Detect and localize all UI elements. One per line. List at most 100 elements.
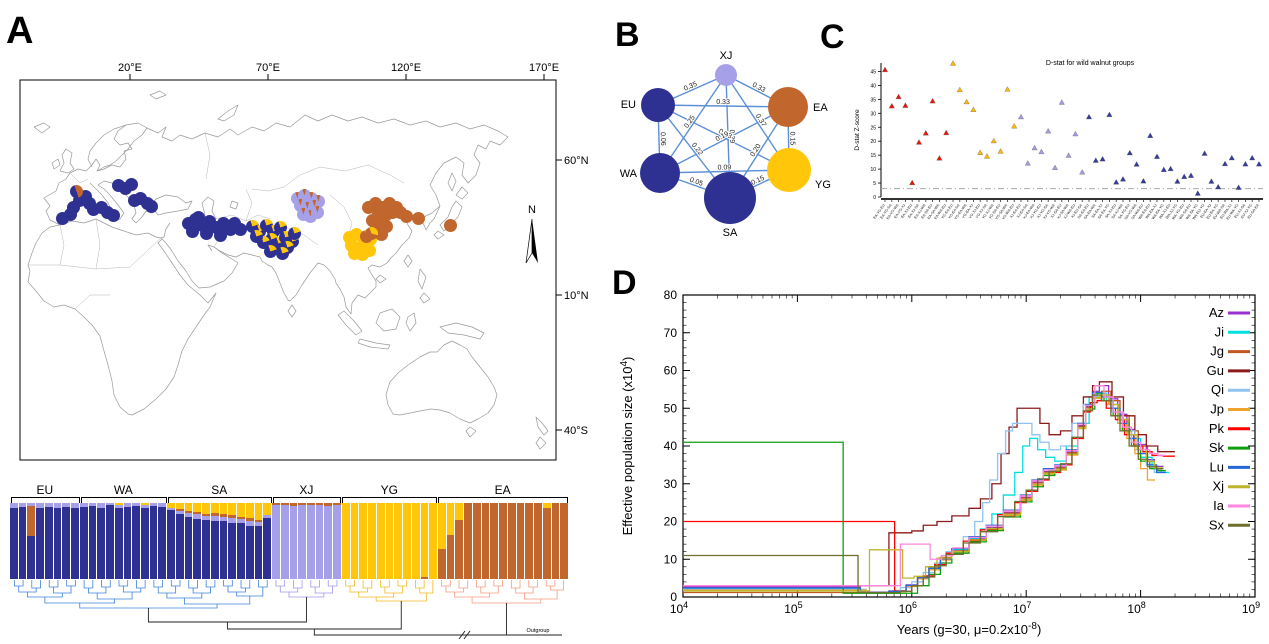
admixture-bar [516, 503, 525, 579]
admixture-bar [175, 503, 184, 579]
psmc-xtick: 109 [1242, 600, 1260, 616]
psmc-ytick: 30 [664, 477, 678, 491]
dstat-point [1126, 149, 1133, 156]
admixture-bar [280, 503, 289, 579]
admixture-bar [376, 503, 385, 579]
psmc-ytick: 0 [670, 590, 677, 604]
psmc-chart: 0 10 20 30 40 50 60 70 80 104 105 106 107 108 109 Years… [619, 288, 1260, 637]
dstat-ytick: 45 [870, 69, 876, 75]
admixture-bar [298, 503, 306, 579]
admixture-bar [167, 503, 175, 579]
legend-label-Sx: Sx [1209, 517, 1225, 532]
map-axis-ticks: 20°E 70°E 120°E 170°E 60°N 10°N 40°S [118, 62, 589, 437]
edge-weight: 0.09 [718, 164, 732, 171]
admixture-bar [420, 503, 429, 579]
group-bracket-WA [80, 497, 167, 503]
group-label-EU: EU [36, 483, 54, 497]
admixture-bar [114, 503, 123, 579]
network-node-SA [704, 172, 756, 224]
admixture-bar [27, 503, 36, 579]
admixture-bar [359, 503, 368, 579]
admixture-bar [333, 503, 341, 579]
admixture-bar [254, 503, 263, 579]
legend-label-Jg: Jg [1210, 344, 1224, 359]
psmc-series-Sk [683, 392, 1166, 594]
psmc-xtick: 108 [1127, 600, 1145, 616]
north-label: N [528, 204, 536, 216]
dstat-point [1106, 111, 1113, 117]
dstat-ylabel: D-stat Z-score [854, 109, 861, 151]
dstat-point [990, 137, 997, 144]
dstat-ytick: 15 [870, 153, 876, 159]
legend-label-Xj: Xj [1212, 479, 1224, 494]
admixture-bar [542, 503, 551, 579]
admixture-bar [306, 503, 315, 579]
dstat-point [1235, 184, 1242, 190]
dstat-point [1031, 144, 1038, 151]
group-label-SA: SA [211, 483, 228, 497]
dstat-point [929, 97, 936, 104]
psmc-ytick: 60 [664, 364, 678, 378]
dstat-point [970, 106, 977, 112]
group-label-XJ: XJ [299, 483, 314, 497]
coastlines [19, 79, 557, 461]
outgroup-label: Outgroup [527, 628, 550, 634]
legend-label-Pk: Pk [1209, 421, 1225, 436]
dstat-point [1072, 130, 1079, 137]
admixture-bar [499, 503, 507, 579]
admixture-bar [324, 503, 333, 579]
dstat-point [882, 66, 888, 73]
dstat-point [1174, 178, 1181, 184]
admixture-bar [71, 503, 79, 579]
north-arrow: N [525, 204, 538, 264]
dstat-point [1038, 148, 1045, 155]
dstat-point [1215, 183, 1222, 190]
dstat-point [1222, 160, 1228, 167]
dstat-point [1249, 154, 1256, 161]
legend-label-Ji: Ji [1215, 324, 1225, 339]
lon-tick-label: 120°E [391, 62, 421, 74]
admixture-bar [62, 503, 71, 579]
admixture-bar [394, 503, 403, 579]
network-node-label-SA: SA [723, 227, 738, 239]
edge-EU-EA [657, 104, 789, 108]
psmc-series-Ji [683, 392, 1170, 594]
dstat-point [950, 60, 956, 66]
group-bracket-YG [342, 497, 438, 503]
psmc-ytick: 80 [664, 288, 678, 302]
dstat-point [1147, 132, 1154, 138]
admixture-bar [481, 503, 490, 579]
legend-label-Az: Az [1209, 305, 1224, 320]
dstat-point [1256, 161, 1262, 167]
admixture-bar [158, 503, 167, 579]
admixture-plot: EU WA SA XJ YG EA Outgroup [10, 483, 568, 644]
admixture-bar [193, 503, 202, 579]
admixture-bar [18, 503, 27, 579]
network-node-label-EA: EA [813, 102, 828, 114]
dstat-point [1011, 123, 1018, 129]
admixture-bar [263, 503, 272, 579]
dstat-point [895, 93, 902, 100]
psmc-series-Xj [683, 394, 1164, 592]
dstat-point [956, 86, 963, 93]
dstat-point [1208, 178, 1215, 184]
dstat-point [1052, 164, 1058, 170]
dstat-point [888, 103, 895, 109]
group-label-WA: WA [113, 483, 133, 497]
psmc-ytick: 10 [664, 552, 678, 566]
dstat-point [909, 179, 916, 185]
dstat-point [1004, 86, 1011, 92]
dstat-point [1065, 152, 1072, 158]
dstat-ytick: 5 [873, 181, 876, 187]
psmc-series-Az [683, 384, 1164, 593]
group-network: 0.35 0.330.330.290.370.250.230.220.060.09… [620, 50, 831, 239]
admixture-bar [53, 503, 62, 579]
admixture-bar [507, 503, 516, 579]
psmc-series-Gu [683, 381, 1175, 587]
phylogenetic-tree: Outgroup [13, 580, 565, 640]
psmc-ytick: 40 [664, 439, 678, 453]
psmc-ytick: 70 [664, 326, 678, 340]
dstat-point [1188, 172, 1194, 178]
dstat-point [984, 153, 990, 159]
